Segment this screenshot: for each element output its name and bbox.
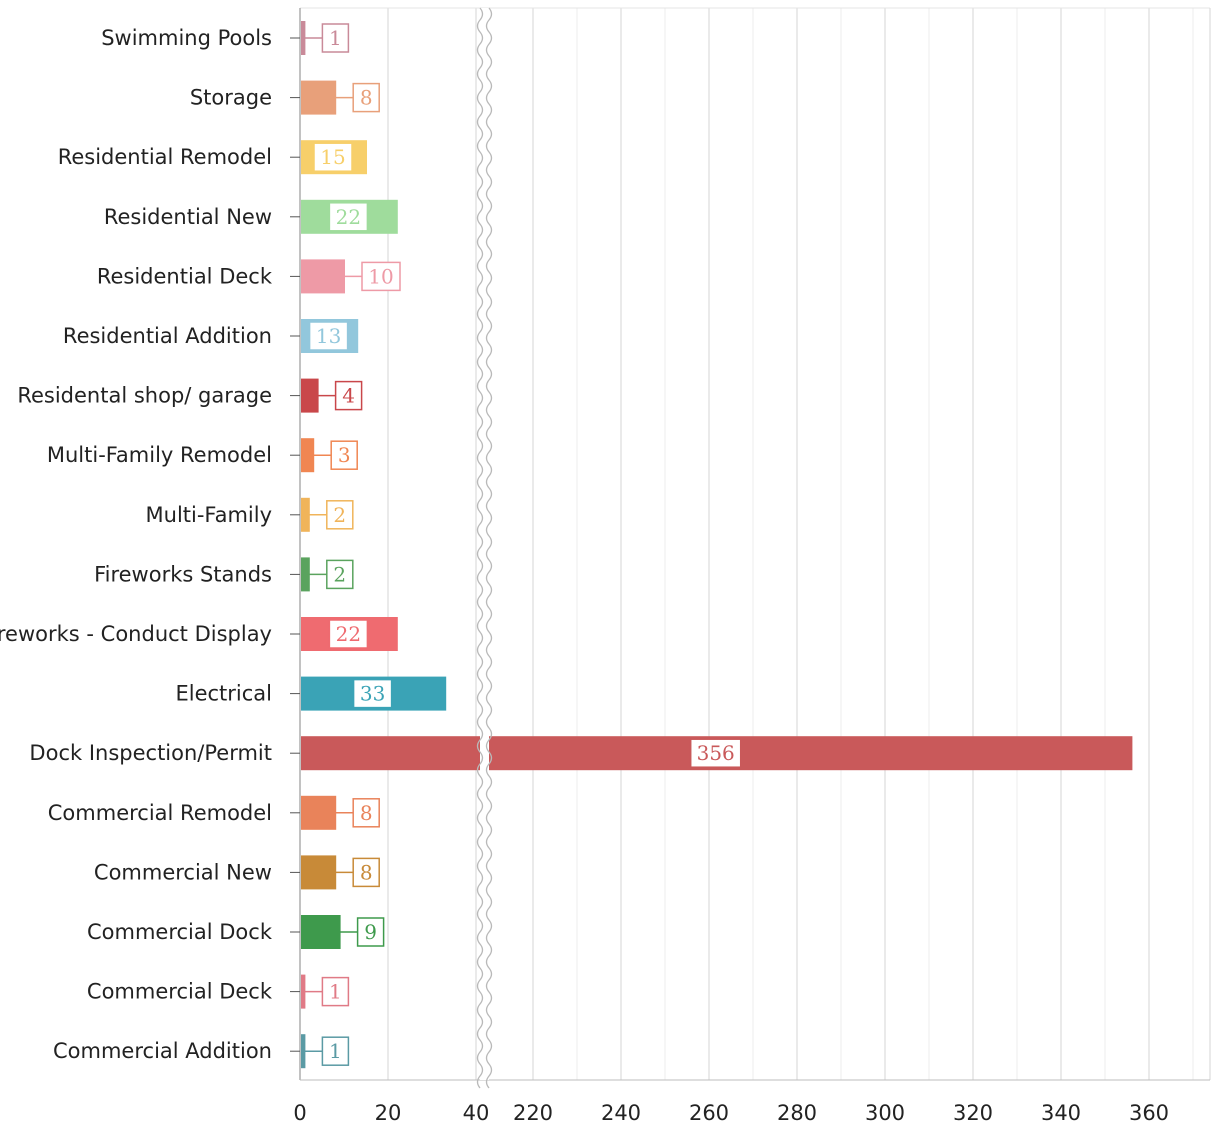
category-label-residential-addition: Residential Addition: [63, 324, 272, 348]
value-box-fireworks-conduct-display: [328, 619, 369, 649]
x-tick-label-280: 280: [777, 1101, 817, 1125]
bar-residential-deck: [301, 259, 345, 294]
value-box-residential-addition: [308, 321, 349, 351]
bar-multi-family: [301, 497, 310, 532]
value-label-residential-deck: 10: [368, 264, 393, 288]
category-label-residental-shop-garage: Residental shop/ garage: [17, 384, 272, 408]
value-box-fireworks-stands: [326, 559, 354, 590]
category-labels: Swimming Pools Storage Residential Remodel…: [0, 26, 300, 1063]
value-box-swimming-pools: [321, 23, 350, 53]
x-tick-label-300: 300: [865, 1101, 905, 1125]
category-label-commercial-deck: Commercial Deck: [87, 980, 273, 1004]
grid: [299, 7, 1211, 1081]
value-label-fireworks-stands: 2: [333, 562, 346, 586]
axis-break: [476, 7, 493, 1089]
category-label-commercial-addition: Commercial Addition: [53, 1039, 272, 1063]
bar-commercial-deck: [301, 974, 306, 1009]
value-label-commercial-new: 8: [360, 860, 373, 884]
category-label-electrical: Electrical: [175, 682, 272, 706]
x-tick-label-360: 360: [1129, 1101, 1169, 1125]
x-tick-labels: 0 20 40 220 240 260 280 300 320 340 360: [293, 1101, 1169, 1125]
value-box-commercial-addition: [321, 1036, 350, 1066]
value-box-multi-family-remodel: [330, 440, 358, 470]
category-label-residential-new: Residential New: [104, 205, 272, 229]
bar-residental-shop-garage: [301, 378, 319, 413]
value-box-residential-deck: [361, 261, 401, 292]
category-label-storage: Storage: [190, 86, 272, 110]
value-box-commercial-deck: [321, 976, 350, 1007]
category-label-residential-deck: Residential Deck: [97, 264, 273, 288]
bar-commercial-dock: [301, 915, 341, 949]
value-box-electrical: [352, 678, 393, 709]
bar-commercial-addition: [301, 1034, 306, 1069]
bar-multi-family-remodel: [301, 438, 315, 473]
value-box-residental-shop-garage: [334, 380, 363, 411]
bar-fireworks-stands: [301, 557, 310, 592]
x-tick-label-240: 240: [601, 1101, 641, 1125]
category-label-fireworks-conduct-display: Fireworks - Conduct Display: [0, 622, 272, 646]
value-label-electrical: 33: [360, 682, 385, 706]
category-label-dock-inspection-permit: Dock Inspection/Permit: [29, 741, 272, 765]
value-label-commercial-deck: 1: [329, 980, 342, 1004]
value-label-residental-shop-garage: 4: [342, 384, 355, 408]
value-label-storage: 8: [360, 86, 373, 110]
bar-storage: [301, 80, 337, 115]
value-box-multi-family: [326, 500, 354, 530]
x-tick-label-40: 40: [463, 1101, 490, 1125]
value-box-commercial-dock: [356, 917, 385, 947]
value-label-residential-addition: 13: [316, 324, 341, 348]
bar-commercial-remodel: [301, 795, 337, 830]
value-box-storage: [352, 82, 380, 113]
x-tick-label-340: 340: [1041, 1101, 1081, 1125]
value-label-commercial-addition: 1: [329, 1039, 342, 1063]
value-label-multi-family: 2: [333, 503, 346, 527]
value-label-commercial-remodel: 8: [360, 801, 373, 825]
value-box-commercial-new: [352, 857, 380, 888]
category-label-multi-family: Multi-Family: [146, 503, 272, 527]
x-tick-label-20: 20: [375, 1101, 402, 1125]
x-tick-label-0: 0: [293, 1101, 306, 1125]
break-line-right: [485, 7, 493, 1089]
value-label-fireworks-conduct-display: 22: [336, 622, 361, 646]
value-label-swimming-pools: 1: [329, 26, 342, 50]
value-box-residential-new: [328, 202, 369, 232]
category-label-fireworks-stands: Fireworks Stands: [94, 562, 272, 586]
category-label-commercial-new: Commercial New: [94, 860, 272, 884]
break-line-left: [476, 7, 484, 1089]
value-label-residential-remodel: 15: [320, 145, 345, 169]
value-label-residential-new: 22: [336, 205, 361, 229]
category-label-commercial-dock: Commercial Dock: [87, 920, 273, 944]
category-label-residential-remodel: Residential Remodel: [58, 145, 272, 169]
bar-swimming-pools: [301, 21, 306, 55]
x-tick-label-260: 260: [689, 1101, 729, 1125]
x-tick-label-220: 220: [513, 1101, 553, 1125]
value-label-multi-family-remodel: 3: [338, 443, 351, 467]
category-label-swimming-pools: Swimming Pools: [101, 26, 272, 50]
value-label-commercial-dock: 9: [364, 920, 377, 944]
bar-commercial-new: [301, 855, 337, 890]
value-box-dock-inspection-permit: [689, 738, 742, 768]
break-gap: [480, 8, 489, 1080]
value-box-residential-remodel: [313, 142, 353, 172]
value-box-commercial-remodel: [352, 798, 380, 828]
value-label-dock-inspection-permit: 356: [697, 741, 735, 765]
category-label-commercial-remodel: Commercial Remodel: [48, 801, 272, 825]
x-tick-label-320: 320: [953, 1101, 993, 1125]
category-label-multi-family-remodel: Multi-Family Remodel: [47, 443, 272, 467]
